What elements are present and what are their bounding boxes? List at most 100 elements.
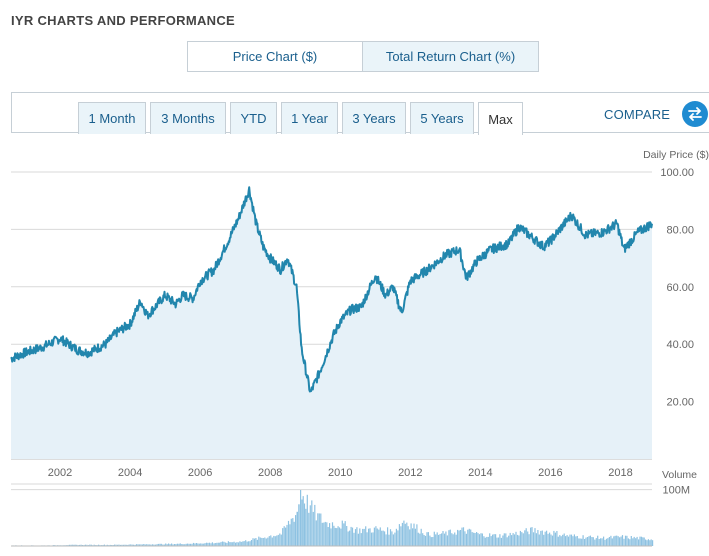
volume-bar (173, 544, 176, 546)
volume-bar (379, 527, 381, 546)
volume-bar (93, 544, 95, 546)
volume-bar (84, 544, 86, 546)
volume-bar (591, 537, 593, 546)
volume-bar (162, 544, 164, 546)
volume-bar (480, 533, 482, 546)
volume-bar (144, 544, 146, 546)
volume-bar (133, 544, 135, 546)
volume-bar (363, 528, 365, 546)
volume-bar (150, 544, 152, 546)
volume-bar (168, 543, 170, 546)
volume-bar (314, 504, 316, 546)
volume-bar (575, 536, 577, 546)
volume-bar (589, 535, 591, 546)
volume-bar (424, 535, 427, 546)
price-tick-label: 100.00 (660, 167, 694, 179)
volume-bar (103, 544, 105, 546)
volume-bar (211, 542, 213, 546)
volume-bar (579, 538, 581, 546)
volume-bar (296, 511, 298, 546)
volume-bar (516, 534, 519, 546)
volume-bar (73, 544, 75, 546)
volume-bar (566, 535, 568, 546)
volume-bar (607, 538, 609, 546)
range-tab-max[interactable]: Max (478, 102, 523, 135)
volume-bar (627, 538, 629, 546)
chart-type-toggle: Price Chart ($) Total Return Chart (%) (187, 41, 539, 72)
volume-bar (404, 523, 406, 546)
volume-bar (197, 543, 199, 546)
volume-bar (502, 535, 504, 546)
range-tab-1-year[interactable]: 1 Year (281, 102, 338, 134)
volume-bar (640, 536, 642, 546)
year-tick-label: 2002 (48, 467, 72, 479)
volume-bar (317, 513, 319, 546)
volume-bar (400, 526, 402, 546)
volume-bar (630, 536, 632, 546)
volume-bar (532, 532, 535, 546)
volume-bar (652, 540, 654, 546)
volume-bar (283, 526, 285, 546)
volume-bar (368, 528, 370, 546)
volume-bar (646, 540, 648, 546)
volume-bar (448, 530, 450, 546)
volume-bar (169, 544, 171, 546)
volume-bar (407, 526, 409, 546)
volume-bar (617, 536, 619, 546)
volume-bar (182, 544, 184, 546)
range-tab-ytd[interactable]: YTD (230, 102, 277, 134)
range-tab-3-years[interactable]: 3 Years (342, 102, 406, 134)
range-bar: 1 Month 3 Months YTD 1 Year 3 Years 5 Ye… (11, 92, 709, 135)
range-tab-1-month[interactable]: 1 Month (78, 102, 146, 134)
volume-bar (531, 527, 533, 546)
range-tab-5-years[interactable]: 5 Years (410, 102, 474, 134)
volume-bar (195, 543, 197, 546)
volume-bar (265, 538, 267, 546)
volume-bar (172, 544, 174, 546)
volume-bar (605, 538, 608, 546)
total-return-chart-button[interactable]: Total Return Chart (%) (363, 41, 539, 72)
volume-bar (242, 541, 244, 546)
volume-bar (312, 511, 314, 546)
volume-bar (636, 536, 638, 546)
volume-bar (255, 538, 257, 546)
volume-bar (489, 533, 491, 546)
year-tick-label: 2008 (258, 467, 282, 479)
volume-tick-label: 100M (662, 485, 690, 497)
volume-bar (449, 529, 451, 546)
compare-link[interactable]: COMPARE (604, 107, 671, 122)
volume-bar (68, 544, 70, 546)
volume-bar (629, 539, 631, 546)
volume-bar (639, 536, 641, 546)
volume-bar (207, 542, 209, 546)
volume-bar (362, 528, 364, 546)
volume-bar (500, 537, 502, 546)
volume-bar (544, 531, 546, 546)
volume-bar (226, 542, 228, 546)
volume-bar (481, 533, 483, 546)
volume-bar (157, 543, 159, 546)
volume-bar (109, 544, 111, 546)
range-tab-3-months[interactable]: 3 Months (150, 102, 226, 134)
volume-bar (647, 539, 649, 546)
volume-bar (114, 544, 116, 546)
year-tick-label: 2018 (608, 467, 632, 479)
volume-bar (125, 544, 127, 546)
price-chart-button[interactable]: Price Chart ($) (187, 41, 363, 72)
volume-bar (210, 543, 212, 546)
volume-bar (493, 534, 495, 546)
volume-bar (340, 528, 342, 546)
volume-bar (135, 544, 138, 546)
volume-bar (276, 535, 278, 546)
volume-bar (277, 534, 279, 546)
volume-bar (326, 522, 328, 546)
volume-bar (497, 537, 500, 546)
volume-bar (331, 522, 334, 546)
volume-bar (614, 535, 616, 546)
volume-bar (468, 528, 470, 546)
volume-bar (163, 544, 165, 546)
volume-bar (595, 538, 597, 546)
swap-arrows-icon[interactable] (682, 101, 708, 127)
volume-bar (423, 535, 425, 546)
volume-bar (412, 528, 414, 546)
